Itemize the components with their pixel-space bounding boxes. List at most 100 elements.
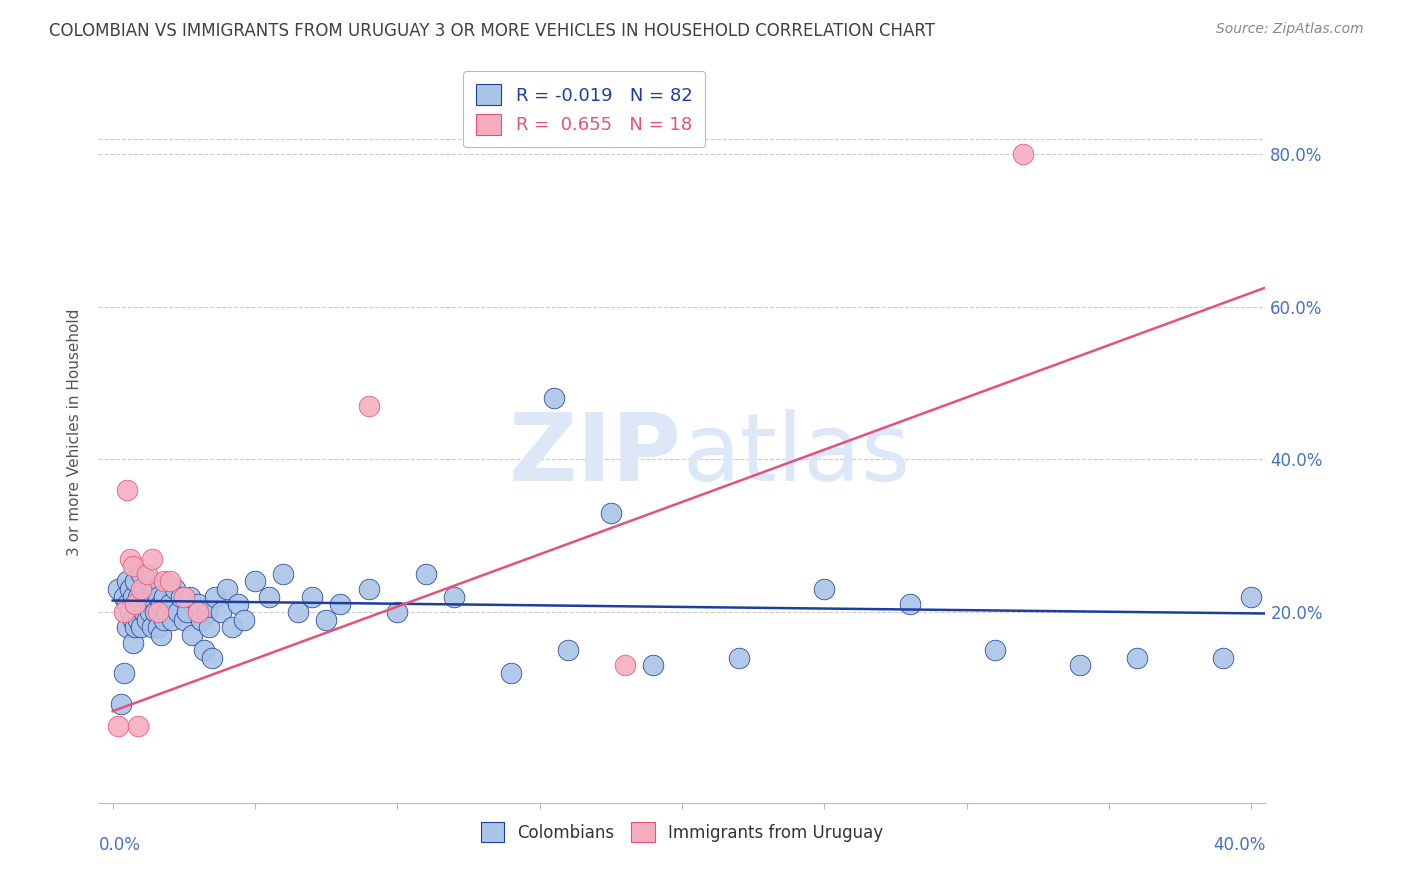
Point [232,613,254,627]
Point [118,551,141,566]
Point [329,598,352,612]
Point [204,590,226,604]
Point [135,613,157,627]
Point [127,613,149,627]
Point [159,574,181,589]
Point [143,582,166,596]
Point [287,605,309,619]
Point [129,582,152,596]
Point [143,605,166,619]
Point [115,598,138,612]
Point [813,582,835,596]
Text: atlas: atlas [682,409,910,500]
Point [201,650,224,665]
Point [301,590,323,604]
Point [112,590,135,604]
Point [138,574,160,589]
Point [387,605,409,619]
Point [1012,147,1035,161]
Point [107,582,129,596]
Point [156,605,179,619]
Point [127,719,149,733]
Point [153,574,176,589]
Point [215,582,238,596]
Point [132,605,155,619]
Point [153,613,176,627]
Point [124,598,146,612]
Point [121,635,143,649]
Point [138,605,160,619]
Point [315,613,337,627]
Point [135,566,157,581]
Point [107,719,129,733]
Point [162,613,184,627]
Point [1069,658,1091,673]
Point [159,598,181,612]
Text: Source: ZipAtlas.com: Source: ZipAtlas.com [1216,22,1364,37]
Point [141,551,163,566]
Point [190,613,212,627]
Point [614,658,637,673]
Point [150,598,173,612]
Point [118,605,141,619]
Point [195,605,218,619]
Point [415,566,437,581]
Point [150,628,173,642]
Point [181,628,204,642]
Point [501,666,523,681]
Point [129,620,152,634]
Text: ZIP: ZIP [509,409,682,500]
Point [135,590,157,604]
Point [115,620,138,634]
Point [148,605,170,619]
Point [273,566,295,581]
Text: COLOMBIAN VS IMMIGRANTS FROM URUGUAY 3 OR MORE VEHICLES IN HOUSEHOLD CORRELATION: COLOMBIAN VS IMMIGRANTS FROM URUGUAY 3 O… [49,22,935,40]
Point [443,590,465,604]
Point [187,605,209,619]
Point [165,582,187,596]
Point [209,605,232,619]
Point [543,391,565,405]
Point [129,598,152,612]
Point [193,643,215,657]
Point [243,574,266,589]
Point [727,650,749,665]
Point [121,559,143,574]
Point [1126,650,1149,665]
Point [112,666,135,681]
Point [124,620,146,634]
Point [127,590,149,604]
Point [141,590,163,604]
Point [221,620,243,634]
Point [198,620,221,634]
Point [129,566,152,581]
Point [1212,650,1234,665]
Point [179,590,201,604]
Point [148,590,170,604]
Point [110,697,132,711]
Point [141,620,163,634]
Point [118,582,141,596]
Point [148,620,170,634]
Point [173,613,195,627]
Point [115,574,138,589]
Text: 0.0%: 0.0% [98,836,141,855]
Point [226,598,249,612]
Point [187,598,209,612]
Point [121,590,143,604]
Point [121,613,143,627]
Point [115,483,138,497]
Point [257,590,280,604]
Legend: Colombians, Immigrants from Uruguay: Colombians, Immigrants from Uruguay [472,814,891,850]
Point [124,574,146,589]
Point [176,605,198,619]
Point [170,590,193,604]
Point [1240,590,1263,604]
Point [167,605,190,619]
Point [173,590,195,604]
Point [357,582,380,596]
Point [599,506,621,520]
Point [357,399,380,413]
Point [643,658,665,673]
Point [557,643,579,657]
